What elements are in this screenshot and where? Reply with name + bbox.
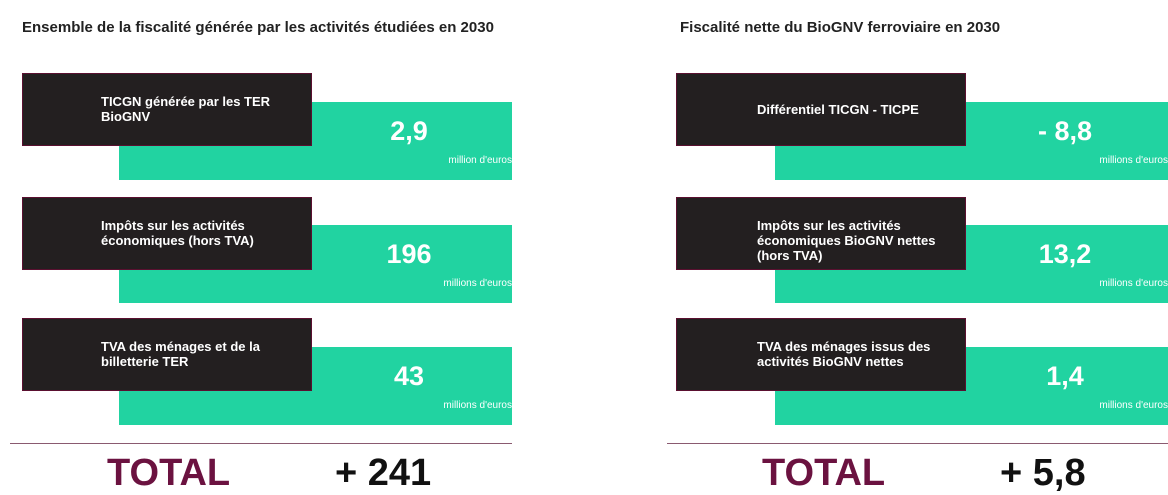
label: Impôts sur les activités économiques (ho… xyxy=(101,218,254,248)
unit: millions d'euros xyxy=(1099,278,1168,289)
value: 1,4 xyxy=(1046,361,1084,391)
label: Impôts sur les activités économiques Bio… xyxy=(757,218,936,263)
label: Différentiel TICGN - TICPE xyxy=(757,102,919,117)
divider xyxy=(10,443,512,444)
value: 13,2 xyxy=(1038,239,1092,269)
divider xyxy=(667,443,1168,444)
label-box: Différentiel TICGN - TICPE xyxy=(676,73,966,146)
value: 196 xyxy=(386,239,432,269)
total-label: TOTAL xyxy=(762,452,886,494)
unit: millions d'euros xyxy=(443,400,512,411)
label-box: TVA des ménages issus des activités BioG… xyxy=(676,318,966,391)
label-box: TVA des ménages et de la billetterie TER xyxy=(22,318,312,391)
unit: millions d'euros xyxy=(1099,155,1168,166)
value: - 8,8 xyxy=(1037,116,1093,146)
unit: million d'euros xyxy=(448,155,512,166)
unit: millions d'euros xyxy=(1099,400,1168,411)
total-value: + 5,8 xyxy=(1000,452,1086,494)
label-box: TICGN générée par les TER BioGNV xyxy=(22,73,312,146)
panel-title: Ensemble de la fiscalité générée par les… xyxy=(22,19,494,36)
label: TVA des ménages issus des activités BioG… xyxy=(757,339,931,369)
label-box: Impôts sur les activités économiques Bio… xyxy=(676,197,966,270)
total-label: TOTAL xyxy=(107,452,231,494)
label: TICGN générée par les TER BioGNV xyxy=(101,94,271,124)
value: 2,9 xyxy=(390,116,428,146)
panel-title: Fiscalité nette du BioGNV ferroviaire en… xyxy=(680,19,1001,36)
label-box: Impôts sur les activités économiques (ho… xyxy=(22,197,312,270)
label: TVA des ménages et de la billetterie TER xyxy=(101,339,260,369)
total-value: + 241 xyxy=(335,452,432,494)
unit: millions d'euros xyxy=(443,278,512,289)
value: 43 xyxy=(393,361,425,391)
